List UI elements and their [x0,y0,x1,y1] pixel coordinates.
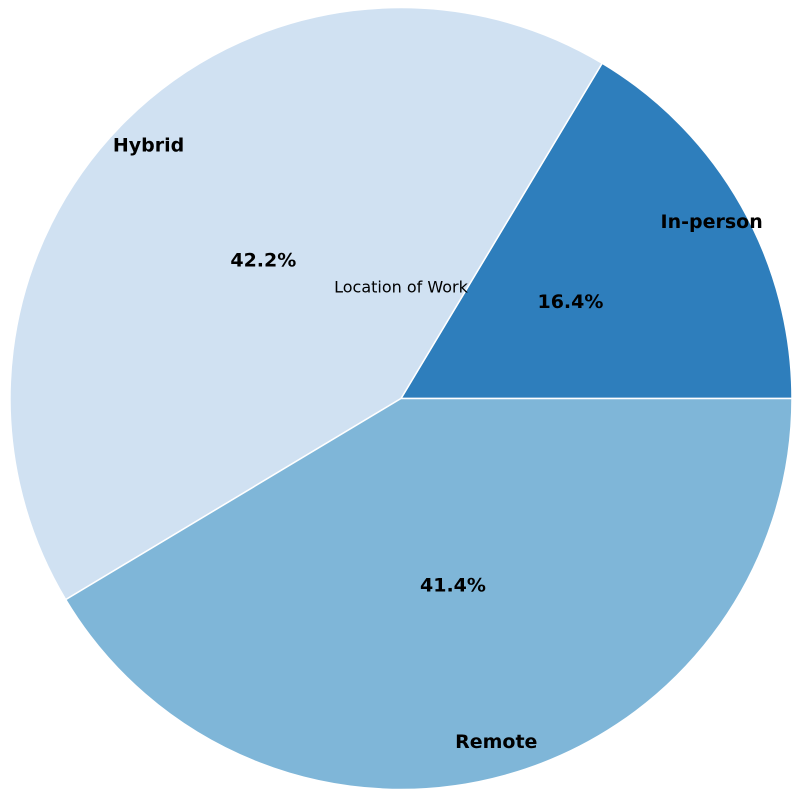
pie-slice-hybrid [9,6,604,601]
slice-percentage: 42.2% [230,249,296,271]
slice-percentage: 16.4% [537,291,603,313]
slice-percentage: 41.4% [420,575,486,597]
pie-slice-remote [64,397,793,791]
pie-labels: In-person 16.4% Hybrid 42.2% Remote 41.4% [113,135,763,753]
chart-title: Location of Work [334,278,469,297]
pie-slices [9,6,793,791]
slice-label: In-person [661,211,763,233]
slice-label: Remote [455,731,537,753]
slice-label: Hybrid [113,135,184,157]
pie-slice-in-person [399,62,793,400]
